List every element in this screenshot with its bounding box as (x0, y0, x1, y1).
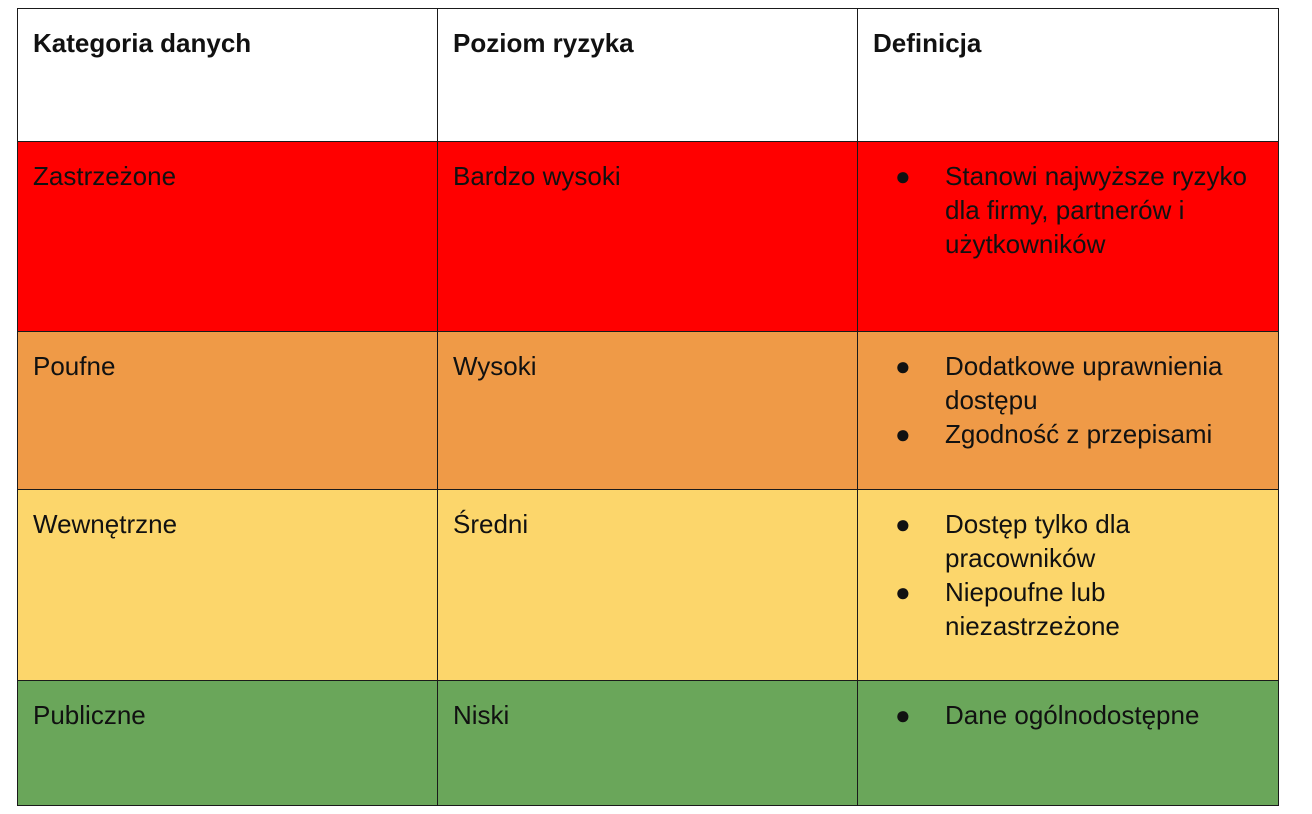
risk-level-cell: Wysoki (437, 331, 858, 490)
definition-item: ● Zgodność z przepisami (873, 417, 1263, 451)
definition-list: ● Dostęp tylko dla pracowników ● Niepouf… (873, 507, 1263, 643)
table-row: Zastrzeżone Bardzo wysoki ● Stanowi najw… (17, 141, 1279, 332)
definition-text: Niepoufne lub niezastrzeżone (945, 577, 1120, 641)
definition-list: ● Stanowi najwyższe ryzyko dla firmy, pa… (873, 159, 1263, 261)
data-classification-table: Kategoria danych Poziom ryzyka Definicja… (17, 8, 1279, 806)
definition-text: Zgodność z przepisami (945, 419, 1213, 449)
header-row: Kategoria danych Poziom ryzyka Definicja (17, 8, 1279, 142)
table-row: Wewnętrzne Średni ● Dostęp tylko dla pra… (17, 489, 1279, 681)
definition-text: Stanowi najwyższe ryzyko dla firmy, part… (945, 161, 1247, 259)
definition-cell: ● Stanowi najwyższe ryzyko dla firmy, pa… (857, 141, 1279, 332)
table-row: Poufne Wysoki ● Dodatkowe uprawnienia do… (17, 331, 1279, 490)
table-row: Publiczne Niski ● Dane ogólnodostępne (17, 680, 1279, 806)
definition-text: Dodatkowe uprawnienia dostępu (945, 351, 1223, 415)
header-risk-level: Poziom ryzyka (437, 8, 858, 142)
bullet-icon: ● (895, 700, 911, 730)
bullet-icon: ● (895, 577, 911, 607)
definition-text: Dostęp tylko dla pracowników (945, 509, 1130, 573)
category-cell: Publiczne (17, 680, 438, 806)
category-cell: Zastrzeżone (17, 141, 438, 332)
category-cell: Wewnętrzne (17, 489, 438, 681)
header-category: Kategoria danych (17, 8, 438, 142)
definition-text: Dane ogólnodostępne (945, 700, 1200, 730)
definition-cell: ● Dane ogólnodostępne (857, 680, 1279, 806)
definition-list: ● Dane ogólnodostępne (873, 698, 1263, 732)
definition-list: ● Dodatkowe uprawnienia dostępu ● Zgodno… (873, 349, 1263, 451)
category-cell: Poufne (17, 331, 438, 490)
bullet-icon: ● (895, 509, 911, 539)
definition-item: ● Dane ogólnodostępne (873, 698, 1263, 732)
definition-item: ● Stanowi najwyższe ryzyko dla firmy, pa… (873, 159, 1263, 261)
bullet-icon: ● (895, 351, 911, 381)
bullet-icon: ● (895, 161, 911, 191)
definition-item: ● Niepoufne lub niezastrzeżone (873, 575, 1263, 643)
risk-level-cell: Bardzo wysoki (437, 141, 858, 332)
definition-item: ● Dodatkowe uprawnienia dostępu (873, 349, 1263, 417)
definition-cell: ● Dostęp tylko dla pracowników ● Niepouf… (857, 489, 1279, 681)
risk-level-cell: Niski (437, 680, 858, 806)
definition-item: ● Dostęp tylko dla pracowników (873, 507, 1263, 575)
bullet-icon: ● (895, 419, 911, 449)
header-definition: Definicja (857, 8, 1279, 142)
risk-level-cell: Średni (437, 489, 858, 681)
definition-cell: ● Dodatkowe uprawnienia dostępu ● Zgodno… (857, 331, 1279, 490)
